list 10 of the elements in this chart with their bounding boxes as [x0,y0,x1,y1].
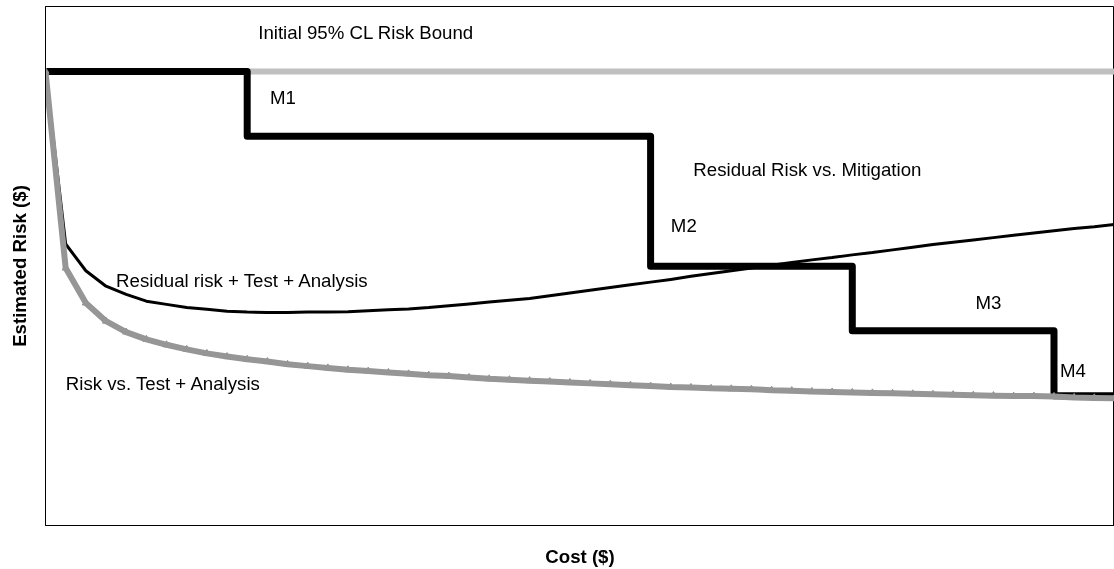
annotation: M2 [670,215,697,237]
x-axis-title: Cost ($) [545,545,615,567]
text: Initial 95% CL Risk Bound [258,22,474,44]
annotation: Risk vs. Test + Analysis [65,372,260,394]
annotation: M1 [269,86,296,108]
annotation: Residual Risk vs. Mitigation [693,158,922,180]
y-axis-title: Estimated Risk ($) [8,185,30,347]
annotation: M3 [975,291,1002,313]
annotation: M4 [1059,360,1086,382]
annotation: Residual risk + Test + Analysis [116,269,368,291]
